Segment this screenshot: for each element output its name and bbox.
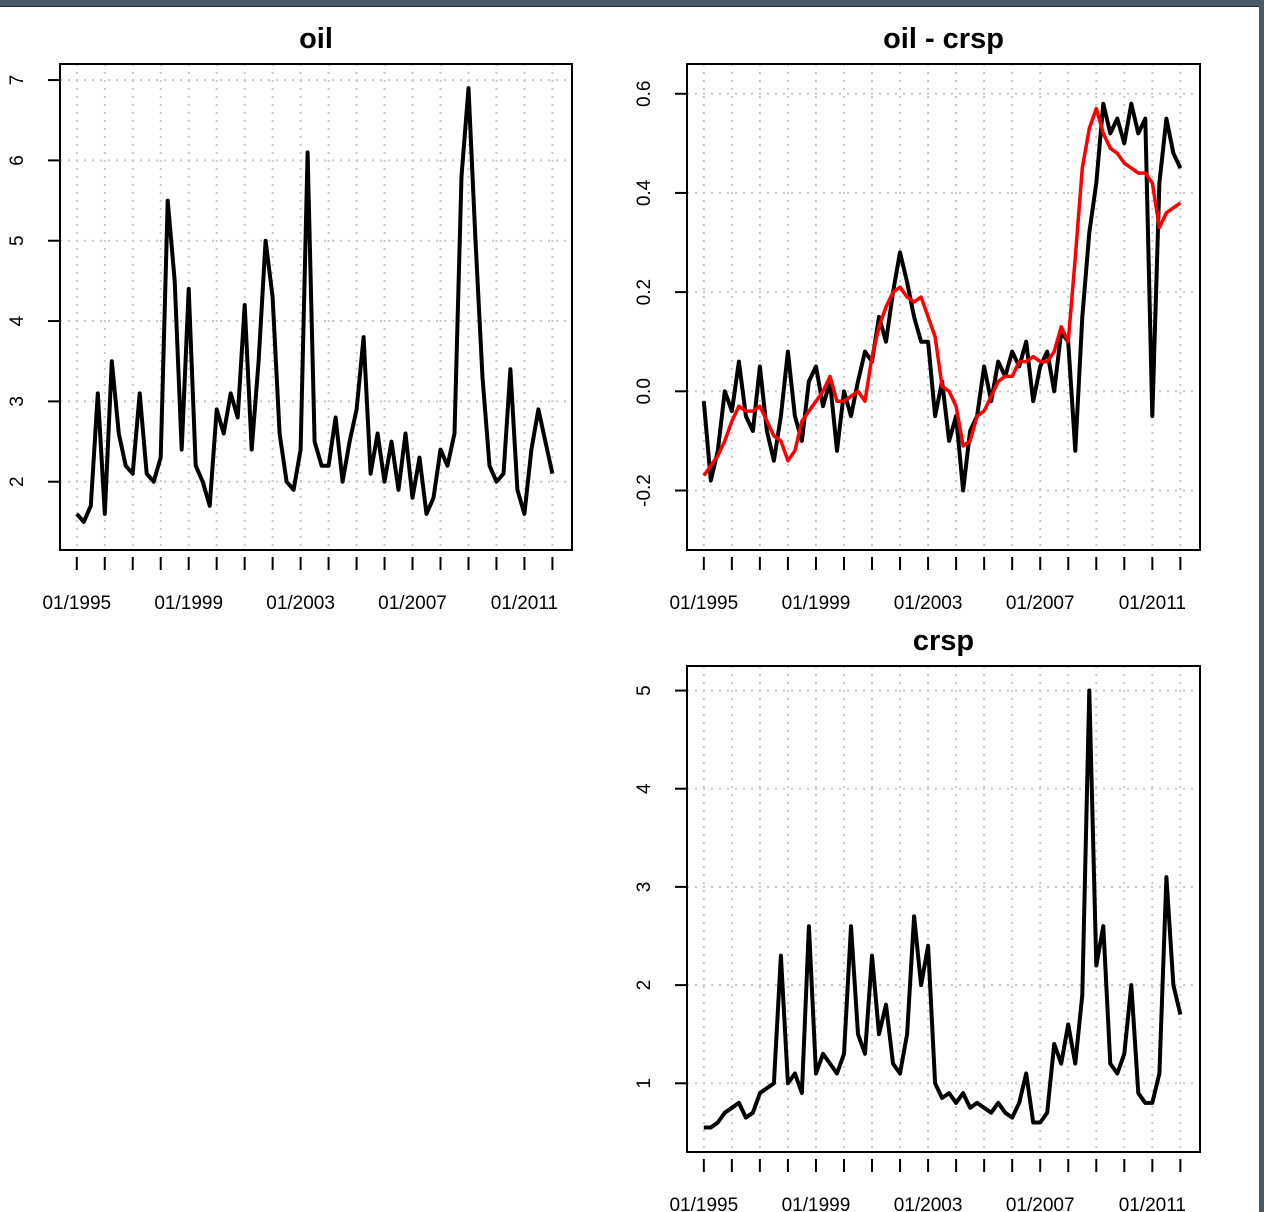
- y-tick-label: 0.0: [634, 378, 655, 404]
- y-tick-label: 3: [634, 882, 655, 893]
- series-line-crsp: [703, 688, 1183, 1130]
- chart-panel-crsp: crsp 1 2 3 4 5 01/1995 01/1999 01/2003 01/2007 01/…: [634, 625, 1201, 1212]
- y-tick-label: 0.2: [634, 279, 655, 305]
- x-tick-label: 01/2007: [378, 593, 447, 614]
- x-tick-label: 01/2003: [894, 1195, 963, 1212]
- y-tick-label: 1: [634, 1078, 655, 1089]
- x-tick-label: 01/2011: [1119, 593, 1186, 614]
- series-line-smoothed: [702, 106, 1182, 477]
- y-tick-label: 5: [634, 685, 655, 696]
- y-tick-label: 2: [7, 476, 28, 487]
- x-tick-label: 01/1995: [42, 593, 111, 614]
- y-tick-label: 6: [7, 155, 28, 166]
- y-tick-label: 3: [7, 396, 28, 407]
- y-tick-label: 7: [7, 75, 28, 86]
- x-tick-label: 01/2003: [266, 593, 335, 614]
- y-tick-label: 0.4: [634, 179, 655, 206]
- y-tick-label: 2: [634, 980, 655, 991]
- chart-title: crsp: [913, 625, 974, 657]
- plot-frame: [59, 63, 573, 551]
- chart-title: oil: [299, 23, 333, 55]
- x-tick-label: 01/2007: [1006, 1195, 1075, 1212]
- window-title-bar: [0, 0, 1264, 7]
- x-tick-label: 01/1995: [669, 593, 738, 614]
- y-tick-label: 4: [7, 315, 28, 326]
- x-tick-label: 01/2011: [1119, 1195, 1186, 1212]
- chart-panel-oil: oil 2 3 4 5 6 7 01/1995 01/1999 01/2003 01/2007 01/…: [7, 23, 573, 614]
- y-tick-label: 4: [634, 783, 655, 794]
- y-tick-label: 5: [7, 235, 28, 246]
- x-tick-label: 01/2003: [894, 593, 963, 614]
- series-line-oil: [75, 86, 555, 524]
- chart-panel-oil-crsp: oil - crsp -0.2 0.0 0.2 0.4 0.6 01/1995 01/1999…: [634, 23, 1201, 614]
- chart-title: oil - crsp: [883, 23, 1004, 55]
- plot-frame: [686, 63, 1201, 551]
- series-line-oil-crsp: [701, 101, 1183, 493]
- window-border: [1259, 0, 1264, 1212]
- x-tick-label: 01/2011: [491, 593, 558, 614]
- y-tick-label: -0.2: [634, 474, 655, 507]
- x-tick-label: 01/2007: [1006, 593, 1075, 614]
- x-tick-label: 01/1995: [669, 1195, 738, 1212]
- x-tick-label: 01/1999: [782, 593, 851, 614]
- plot-frame: [686, 665, 1201, 1153]
- x-tick-label: 01/1999: [154, 593, 223, 614]
- y-tick-label: 0.6: [634, 81, 655, 107]
- x-tick-label: 01/1999: [782, 1195, 851, 1212]
